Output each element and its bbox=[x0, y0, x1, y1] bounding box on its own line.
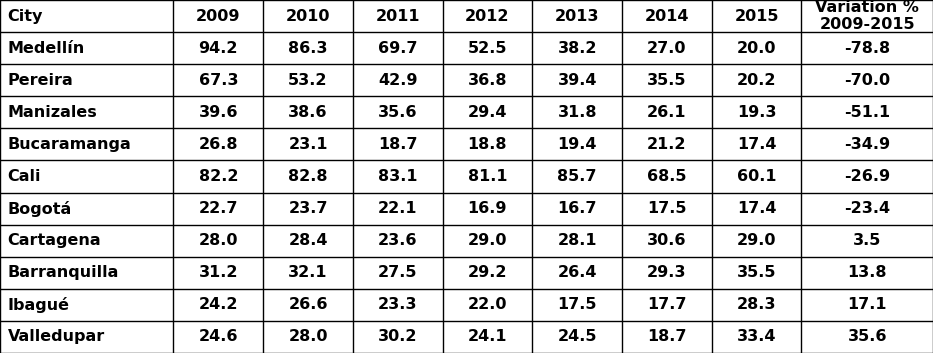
Text: 29.0: 29.0 bbox=[737, 233, 776, 248]
Text: 35.5: 35.5 bbox=[737, 265, 776, 280]
Text: 81.1: 81.1 bbox=[467, 169, 508, 184]
Text: 13.8: 13.8 bbox=[847, 265, 887, 280]
Text: 24.2: 24.2 bbox=[199, 297, 238, 312]
Text: 2015: 2015 bbox=[734, 8, 779, 24]
Text: 23.1: 23.1 bbox=[288, 137, 327, 152]
Text: 24.1: 24.1 bbox=[467, 329, 508, 345]
Text: 21.2: 21.2 bbox=[648, 137, 687, 152]
Text: Medellín: Medellín bbox=[7, 41, 85, 56]
Text: 17.4: 17.4 bbox=[737, 201, 776, 216]
Text: 94.2: 94.2 bbox=[199, 41, 238, 56]
Text: 30.6: 30.6 bbox=[648, 233, 687, 248]
Text: 26.1: 26.1 bbox=[648, 105, 687, 120]
Text: 26.8: 26.8 bbox=[199, 137, 238, 152]
Text: 60.1: 60.1 bbox=[737, 169, 776, 184]
Text: -23.4: -23.4 bbox=[844, 201, 890, 216]
Text: 28.0: 28.0 bbox=[288, 329, 327, 345]
Text: 82.8: 82.8 bbox=[288, 169, 327, 184]
Text: 23.7: 23.7 bbox=[288, 201, 327, 216]
Text: 29.2: 29.2 bbox=[467, 265, 508, 280]
Text: 38.6: 38.6 bbox=[288, 105, 327, 120]
Text: 20.0: 20.0 bbox=[737, 41, 776, 56]
Text: 3.5: 3.5 bbox=[853, 233, 882, 248]
Text: Cali: Cali bbox=[7, 169, 41, 184]
Text: 29.3: 29.3 bbox=[648, 265, 687, 280]
Text: 28.4: 28.4 bbox=[288, 233, 327, 248]
Text: 83.1: 83.1 bbox=[378, 169, 417, 184]
Text: Manizales: Manizales bbox=[7, 105, 97, 120]
Text: 26.4: 26.4 bbox=[557, 265, 597, 280]
Text: Valledupar: Valledupar bbox=[7, 329, 104, 345]
Text: 22.1: 22.1 bbox=[378, 201, 417, 216]
Text: 69.7: 69.7 bbox=[378, 41, 417, 56]
Text: 22.0: 22.0 bbox=[467, 297, 508, 312]
Text: 38.2: 38.2 bbox=[557, 41, 597, 56]
Text: 23.3: 23.3 bbox=[378, 297, 417, 312]
Text: 2014: 2014 bbox=[645, 8, 689, 24]
Text: 28.1: 28.1 bbox=[557, 233, 597, 248]
Text: Barranquilla: Barranquilla bbox=[7, 265, 118, 280]
Text: 23.6: 23.6 bbox=[378, 233, 417, 248]
Text: Ibagué: Ibagué bbox=[7, 297, 69, 313]
Text: 24.6: 24.6 bbox=[199, 329, 238, 345]
Text: 2009: 2009 bbox=[196, 8, 241, 24]
Text: 17.1: 17.1 bbox=[847, 297, 887, 312]
Text: 31.2: 31.2 bbox=[199, 265, 238, 280]
Text: Bucaramanga: Bucaramanga bbox=[7, 137, 132, 152]
Text: 39.4: 39.4 bbox=[557, 73, 597, 88]
Text: -70.0: -70.0 bbox=[844, 73, 890, 88]
Text: -78.8: -78.8 bbox=[844, 41, 890, 56]
Text: -26.9: -26.9 bbox=[844, 169, 890, 184]
Text: 2010: 2010 bbox=[285, 8, 330, 24]
Text: 22.7: 22.7 bbox=[199, 201, 238, 216]
Text: 42.9: 42.9 bbox=[378, 73, 417, 88]
Text: 17.5: 17.5 bbox=[557, 297, 597, 312]
Text: -51.1: -51.1 bbox=[844, 105, 890, 120]
Text: 53.2: 53.2 bbox=[288, 73, 327, 88]
Text: 16.7: 16.7 bbox=[557, 201, 597, 216]
Text: 2013: 2013 bbox=[555, 8, 599, 24]
Text: 18.7: 18.7 bbox=[648, 329, 687, 345]
Text: 17.4: 17.4 bbox=[737, 137, 776, 152]
Text: 27.5: 27.5 bbox=[378, 265, 417, 280]
Text: 35.6: 35.6 bbox=[847, 329, 887, 345]
Text: 18.8: 18.8 bbox=[467, 137, 508, 152]
Text: 35.5: 35.5 bbox=[648, 73, 687, 88]
Text: Variation %
2009-2015: Variation % 2009-2015 bbox=[815, 0, 919, 32]
Text: 17.7: 17.7 bbox=[648, 297, 687, 312]
Text: 39.6: 39.6 bbox=[199, 105, 238, 120]
Text: 29.0: 29.0 bbox=[467, 233, 508, 248]
Text: 33.4: 33.4 bbox=[737, 329, 776, 345]
Text: 17.5: 17.5 bbox=[648, 201, 687, 216]
Text: Pereira: Pereira bbox=[7, 73, 73, 88]
Text: 67.3: 67.3 bbox=[199, 73, 238, 88]
Text: 32.1: 32.1 bbox=[288, 265, 327, 280]
Text: 2011: 2011 bbox=[375, 8, 420, 24]
Text: 30.2: 30.2 bbox=[378, 329, 417, 345]
Text: 29.4: 29.4 bbox=[467, 105, 508, 120]
Text: 31.8: 31.8 bbox=[557, 105, 597, 120]
Text: 28.3: 28.3 bbox=[737, 297, 776, 312]
Text: -34.9: -34.9 bbox=[844, 137, 890, 152]
Text: 27.0: 27.0 bbox=[648, 41, 687, 56]
Text: Cartagena: Cartagena bbox=[7, 233, 101, 248]
Text: 36.8: 36.8 bbox=[467, 73, 508, 88]
Text: 85.7: 85.7 bbox=[557, 169, 597, 184]
Text: 68.5: 68.5 bbox=[648, 169, 687, 184]
Text: 24.5: 24.5 bbox=[557, 329, 597, 345]
Text: 19.3: 19.3 bbox=[737, 105, 776, 120]
Text: 16.9: 16.9 bbox=[467, 201, 508, 216]
Text: 20.2: 20.2 bbox=[737, 73, 776, 88]
Text: Bogotá: Bogotá bbox=[7, 201, 72, 217]
Text: 82.2: 82.2 bbox=[199, 169, 238, 184]
Text: 18.7: 18.7 bbox=[378, 137, 417, 152]
Text: 2012: 2012 bbox=[466, 8, 509, 24]
Text: City: City bbox=[7, 8, 43, 24]
Text: 86.3: 86.3 bbox=[288, 41, 327, 56]
Text: 19.4: 19.4 bbox=[557, 137, 597, 152]
Text: 28.0: 28.0 bbox=[199, 233, 238, 248]
Text: 35.6: 35.6 bbox=[378, 105, 417, 120]
Text: 26.6: 26.6 bbox=[288, 297, 327, 312]
Text: 52.5: 52.5 bbox=[467, 41, 508, 56]
